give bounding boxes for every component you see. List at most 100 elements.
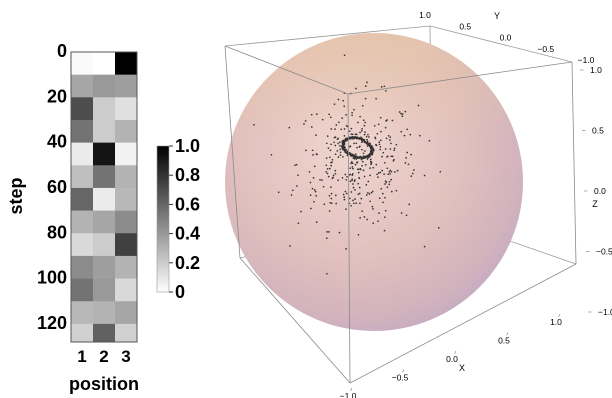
heatmap-ylabel: step: [6, 177, 26, 214]
heatmap-cell: [93, 255, 116, 279]
scatter-point: [321, 118, 324, 121]
scatter-point: [355, 156, 358, 159]
scatter-point: [384, 180, 387, 183]
scatter-point: [366, 81, 368, 84]
heatmap-cell: [71, 323, 94, 343]
scatter-point: [411, 172, 414, 175]
scatter-point: [384, 126, 387, 129]
scatter-point: [343, 142, 345, 145]
scatter-point: [342, 145, 345, 148]
scatter-point: [351, 111, 353, 114]
scatter-point: [361, 210, 364, 212]
scatter-point: [311, 187, 314, 190]
heatmap-cell: [93, 187, 116, 211]
heatmap-cell: [115, 119, 138, 143]
scatter-point: [313, 200, 315, 203]
scatter-point: [313, 165, 316, 168]
scatter-point: [330, 186, 332, 188]
scatter-point: [357, 171, 360, 174]
scatter-point: [342, 193, 345, 196]
heatmap-y-tick: 0: [57, 41, 67, 61]
scatter-point: [345, 208, 347, 210]
scatter-point: [389, 136, 392, 139]
colorbar-gradient: [156, 145, 170, 293]
scatter-point: [363, 216, 366, 218]
scatter-point: [372, 149, 375, 152]
scatter-point: [355, 202, 358, 205]
scatter-point: [350, 161, 353, 163]
scatter-point: [309, 181, 312, 184]
scatter-point: [363, 139, 365, 142]
scatter-point: [356, 146, 358, 149]
colorbar-tick-label: 0.4: [175, 224, 200, 244]
scatter-point: [396, 169, 399, 172]
scatter-point: [277, 191, 280, 194]
heatmap-cell: [93, 119, 116, 143]
scatter-point: [398, 111, 401, 113]
scatter-point: [381, 192, 384, 195]
heatmap-y-tick: 120: [37, 313, 67, 333]
scatter-point: [359, 131, 361, 134]
scatter-point: [362, 155, 365, 157]
scatter-point: [370, 163, 372, 166]
scatter-point: [341, 117, 344, 119]
scatter-point: [358, 186, 361, 189]
heatmap-cell: [115, 301, 138, 325]
scatter-point: [351, 178, 354, 181]
scatter-point: [343, 198, 346, 201]
x-axis-tick-label: −1.0: [340, 391, 357, 398]
scatter-point: [290, 194, 293, 196]
scatter-point: [350, 204, 352, 207]
scatter-point: [354, 135, 356, 138]
scatter-point: [404, 162, 407, 164]
heatmap-cell: [71, 52, 94, 75]
scatter-point: [334, 144, 337, 147]
scatter-point: [401, 115, 404, 118]
scatter-point: [386, 186, 389, 189]
scatter-point: [371, 205, 374, 208]
x-axis-tick-label: 0.5: [498, 336, 510, 346]
heatmap-cell: [93, 301, 116, 325]
scatter-point: [377, 123, 380, 126]
scatter-point: [386, 156, 388, 158]
scatter-point: [439, 170, 442, 173]
scatter-point: [362, 152, 365, 155]
scatter-point: [337, 137, 340, 140]
scatter-point: [314, 190, 317, 193]
heatmap-y-tick: 60: [47, 177, 67, 197]
scatter-point: [362, 160, 364, 163]
scatter-point: [348, 197, 351, 200]
scatter-point: [368, 142, 371, 145]
scatter-point: [381, 155, 383, 158]
y-axis-tick-label: 1.0: [419, 10, 431, 20]
scatter-point: [355, 142, 358, 145]
scatter-point: [385, 89, 387, 92]
scatter-point: [353, 157, 356, 160]
heatmap-cell: [115, 142, 138, 166]
scatter-point: [334, 169, 337, 172]
scatter-point: [378, 197, 381, 200]
scatter-point: [389, 169, 392, 172]
scatter-point: [343, 54, 346, 57]
scatter-point: [330, 161, 332, 164]
scatter-point: [372, 166, 375, 169]
scatter-point: [305, 149, 307, 152]
scatter-point: [342, 99, 345, 102]
scatter-point: [377, 220, 379, 223]
sphere-top-tint: [225, 33, 523, 331]
scatter-point: [437, 227, 440, 229]
scatter-point: [363, 133, 366, 136]
scatter-point: [403, 134, 406, 137]
scatter-point: [344, 190, 347, 193]
scatter-point: [326, 168, 329, 170]
scatter-point: [354, 179, 356, 181]
scatter-point: [334, 194, 337, 197]
scatter-point: [352, 199, 354, 202]
scatter-point: [357, 168, 360, 171]
scatter-point: [357, 121, 359, 124]
scatter-point: [391, 155, 394, 158]
scatter-point: [337, 121, 340, 124]
scatter-point: [350, 133, 353, 135]
scatter-point: [380, 130, 382, 133]
scatter-point: [310, 126, 313, 128]
